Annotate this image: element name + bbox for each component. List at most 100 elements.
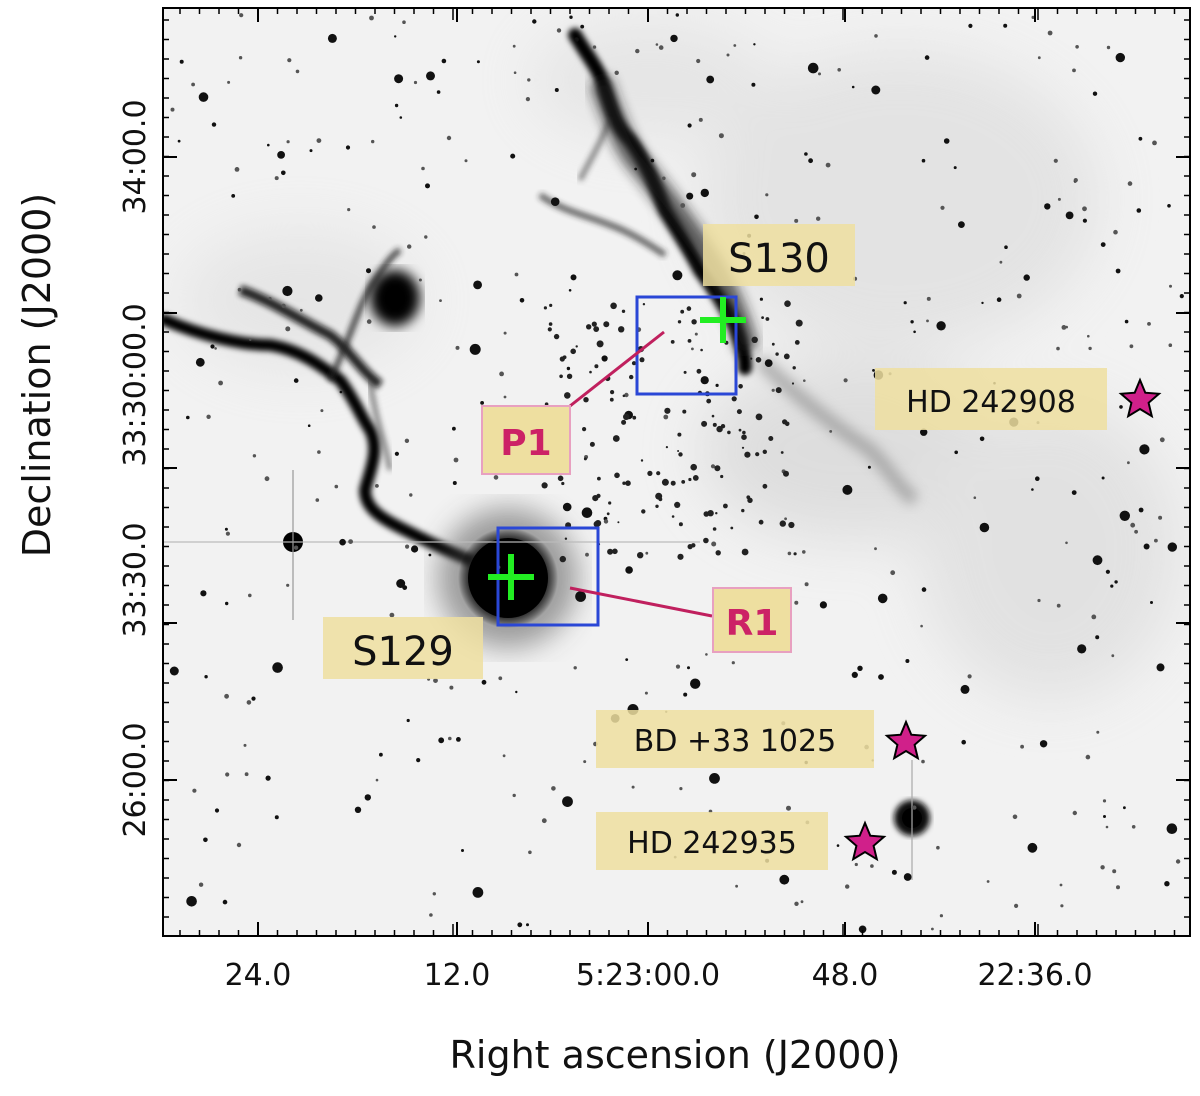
field-star <box>424 235 428 239</box>
field-star <box>198 92 209 102</box>
field-star <box>794 600 799 605</box>
r1-tag: R1 <box>726 603 779 644</box>
field-star <box>816 216 821 221</box>
field-star <box>1082 218 1087 223</box>
field-star <box>526 923 529 927</box>
field-star <box>793 552 797 556</box>
field-star <box>678 452 683 457</box>
field-star <box>1154 538 1158 543</box>
field-star <box>664 407 671 414</box>
field-star <box>320 409 324 413</box>
field-star <box>758 519 764 525</box>
field-star <box>858 925 867 934</box>
field-star <box>224 527 228 531</box>
field-star <box>1167 204 1171 208</box>
field-star <box>961 739 966 745</box>
field-star <box>712 422 717 427</box>
field-star <box>784 421 790 427</box>
field-star <box>1031 488 1034 491</box>
field-star <box>663 414 669 420</box>
s129-label: S129 <box>352 629 454 675</box>
field-star <box>192 788 197 793</box>
field-star <box>566 366 571 371</box>
field-star <box>677 320 682 324</box>
field-star <box>857 665 863 671</box>
field-star <box>405 544 410 549</box>
field-star <box>439 299 442 302</box>
field-star <box>1164 881 1170 887</box>
field-star <box>214 347 217 350</box>
field-star <box>559 374 563 379</box>
field-star <box>762 449 767 454</box>
hd242908-star-icon <box>1118 377 1162 419</box>
field-star <box>429 913 433 917</box>
field-star <box>765 193 769 197</box>
field-star <box>1134 529 1138 534</box>
field-star <box>596 493 601 498</box>
s130-label: S130 <box>728 236 830 282</box>
field-star <box>687 123 692 128</box>
field-star <box>480 401 484 405</box>
field-star <box>583 760 587 764</box>
field-star <box>709 773 720 784</box>
field-star <box>1027 842 1038 853</box>
field-star <box>409 493 413 497</box>
field-star <box>981 301 984 305</box>
field-star <box>264 476 270 482</box>
field-star <box>214 808 220 813</box>
field-star <box>744 451 751 458</box>
field-star <box>954 450 958 455</box>
field-star <box>825 162 831 168</box>
field-star <box>936 321 946 331</box>
field-star <box>244 772 249 777</box>
field-star <box>452 481 457 485</box>
field-star <box>731 661 735 665</box>
field-star <box>751 336 758 343</box>
field-star <box>464 159 468 163</box>
field-star <box>791 382 795 385</box>
field-star <box>924 55 930 60</box>
p1-tag: P1 <box>500 423 551 464</box>
field-star <box>903 873 912 881</box>
field-star <box>246 700 252 705</box>
field-star <box>755 452 760 457</box>
field-star <box>655 492 663 500</box>
field-star <box>715 550 721 556</box>
field-star <box>1127 461 1130 465</box>
field-star <box>794 340 800 345</box>
field-star <box>979 522 990 533</box>
field-star <box>804 152 808 156</box>
hd242908-label: HD 242908 <box>906 385 1076 420</box>
field-star <box>446 135 452 141</box>
field-star <box>687 339 692 343</box>
field-star <box>1072 810 1078 816</box>
field-star <box>670 34 678 43</box>
field-star <box>675 13 679 17</box>
field-star <box>775 387 782 394</box>
field-star <box>837 68 841 72</box>
field-star <box>788 521 795 529</box>
axis-ticks <box>163 8 1190 936</box>
field-star <box>582 427 587 432</box>
field-star <box>1057 197 1061 201</box>
field-star <box>561 481 565 486</box>
field-star <box>265 775 271 781</box>
field-star <box>741 446 745 449</box>
field-star <box>662 176 666 181</box>
field-star <box>762 483 768 489</box>
field-star <box>169 666 179 676</box>
field-star <box>655 43 659 46</box>
field-star <box>375 484 379 488</box>
field-star <box>803 379 806 383</box>
field-star <box>967 674 972 679</box>
field-star <box>656 471 661 476</box>
field-star <box>672 270 683 281</box>
field-star <box>920 428 928 436</box>
field-star <box>394 451 399 456</box>
field-star <box>316 138 322 144</box>
field-star <box>1119 405 1123 409</box>
field-star <box>407 244 412 249</box>
y-tick-label-1: 34:00.0 <box>118 99 153 214</box>
field-star <box>671 515 675 518</box>
field-star <box>700 376 709 385</box>
